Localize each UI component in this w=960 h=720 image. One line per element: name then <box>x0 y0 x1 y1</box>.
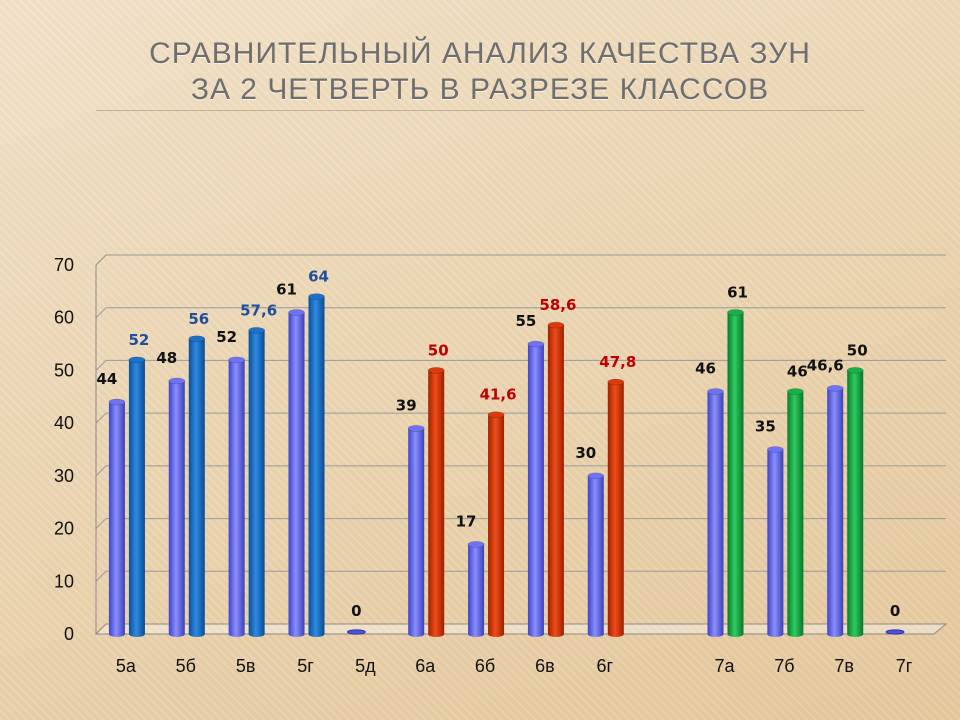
data-label-series1: 52 <box>216 328 237 346</box>
x-tick-label: 5б <box>176 656 196 676</box>
y-tick-label: 50 <box>54 360 74 380</box>
data-label-series2: 61 <box>727 283 748 301</box>
data-label-series1: 44 <box>96 370 117 388</box>
gridline <box>95 465 946 477</box>
data-label-series2: 52 <box>128 331 149 349</box>
bar-series2 <box>787 388 804 637</box>
bar-series2 <box>547 321 565 637</box>
x-tick-label: 5а <box>116 656 137 676</box>
bar-series2 <box>607 378 625 637</box>
data-label-series2: 56 <box>188 310 209 328</box>
x-tick-label: 5г <box>297 656 314 676</box>
x-tick-label: 7в <box>834 656 854 676</box>
bar-series1 <box>885 629 905 635</box>
bar-series1 <box>826 385 844 637</box>
y-tick-label: 40 <box>54 413 74 433</box>
data-label-series1: 0 <box>351 602 361 620</box>
title-divider <box>96 110 864 111</box>
plot-floor <box>94 623 948 635</box>
data-label-series1: 46,6 <box>807 356 844 374</box>
y-tick-label: 0 <box>64 624 74 644</box>
bar-series2 <box>248 327 265 637</box>
x-tick-label: 6в <box>535 656 555 676</box>
data-label-series2: 64 <box>308 268 329 286</box>
data-label-series2: 58,6 <box>539 296 576 314</box>
gridline <box>95 412 946 424</box>
y-tick-label: 30 <box>54 466 74 486</box>
bar-series1 <box>288 309 305 637</box>
data-label-series1: 48 <box>156 349 177 367</box>
gridline <box>95 570 946 582</box>
y-tick-label: 60 <box>54 308 74 328</box>
bar-series2 <box>188 335 206 637</box>
data-label-series2: 50 <box>428 341 449 359</box>
page-title-line-2: ЗА 2 ЧЕТВЕРТЬ В РАЗРЕЗЕ КЛАССОВ <box>190 73 770 106</box>
bar-series1 <box>108 398 126 637</box>
data-label-series1: 30 <box>575 444 596 462</box>
bar-series1 <box>527 340 545 637</box>
x-tick-label: 7б <box>774 656 794 676</box>
bar-series2 <box>846 367 864 637</box>
gridline <box>95 307 946 319</box>
bar-series1 <box>407 425 425 637</box>
x-tick-label: 7г <box>896 656 913 676</box>
bar-series1 <box>346 629 366 635</box>
x-tick-label: 7а <box>714 656 735 676</box>
plot-back-edge <box>95 254 946 266</box>
gridline <box>95 359 946 371</box>
x-tick-label: 5в <box>236 656 256 676</box>
axis-layer: 0 10 20 30 40 50 60 70 5а 5б 5в 5г 5д 6а 6б 6в 6г 7а 7б 7в 7… <box>54 255 913 676</box>
gridline <box>95 254 946 266</box>
data-label-series1: 39 <box>396 396 417 414</box>
page-title-line-1: СРАВНИТЕЛЬНЫЙ АНАЛИЗ КАЧЕСТВА ЗУН <box>149 37 811 70</box>
x-tick-label: 6г <box>596 656 613 676</box>
bar-series1 <box>168 377 186 637</box>
y-tick-label: 10 <box>54 571 74 591</box>
bar-series1 <box>587 472 605 637</box>
bar-series1 <box>767 446 784 637</box>
bar-series2 <box>427 367 445 637</box>
data-label-series1: 55 <box>515 312 536 330</box>
bar-series1 <box>707 388 724 637</box>
data-label-series2: 47,8 <box>599 353 636 371</box>
bar-series2 <box>487 411 505 637</box>
data-label-series1: 17 <box>456 512 477 530</box>
x-tick-label: 6а <box>415 656 436 676</box>
bar-series1 <box>467 541 485 637</box>
data-label-series1: 61 <box>276 280 297 298</box>
x-tick-label: 6б <box>475 656 495 676</box>
bars-layer <box>108 293 905 637</box>
x-tick-label: 5д <box>355 656 376 676</box>
data-label-series2: 50 <box>847 341 868 359</box>
gridline <box>95 518 946 529</box>
y-tick-label: 70 <box>54 255 74 275</box>
data-label-series2: 46 <box>787 363 808 381</box>
bar-series1 <box>228 356 245 637</box>
y-tick-label: 20 <box>54 519 74 539</box>
bar-series2 <box>308 293 325 637</box>
data-label-series2: 41,6 <box>480 386 517 404</box>
data-label-series1: 0 <box>890 602 900 620</box>
data-label-series1: 46 <box>695 360 716 378</box>
bar-series2 <box>727 309 744 637</box>
data-labels-layer: 445248565257,66164039501741,65558,63047,… <box>96 268 900 620</box>
data-label-series2: 57,6 <box>240 301 277 319</box>
bar-series2 <box>128 356 146 637</box>
data-label-series1: 35 <box>755 418 776 436</box>
